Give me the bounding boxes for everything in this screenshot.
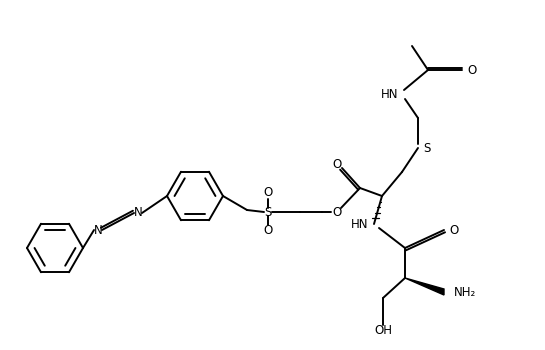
Text: S: S <box>264 205 272 218</box>
Text: HN: HN <box>350 217 368 231</box>
Polygon shape <box>405 278 444 295</box>
Text: O: O <box>449 224 458 237</box>
Text: N: N <box>94 224 102 237</box>
Text: HN: HN <box>380 88 398 100</box>
Text: O: O <box>263 224 272 238</box>
Text: O: O <box>467 63 476 77</box>
Text: N: N <box>134 206 142 219</box>
Text: O: O <box>263 187 272 199</box>
Text: O: O <box>332 205 342 218</box>
Text: OH: OH <box>374 323 392 336</box>
Text: NH₂: NH₂ <box>454 286 476 299</box>
Text: O: O <box>332 158 342 170</box>
Text: S: S <box>423 141 431 154</box>
